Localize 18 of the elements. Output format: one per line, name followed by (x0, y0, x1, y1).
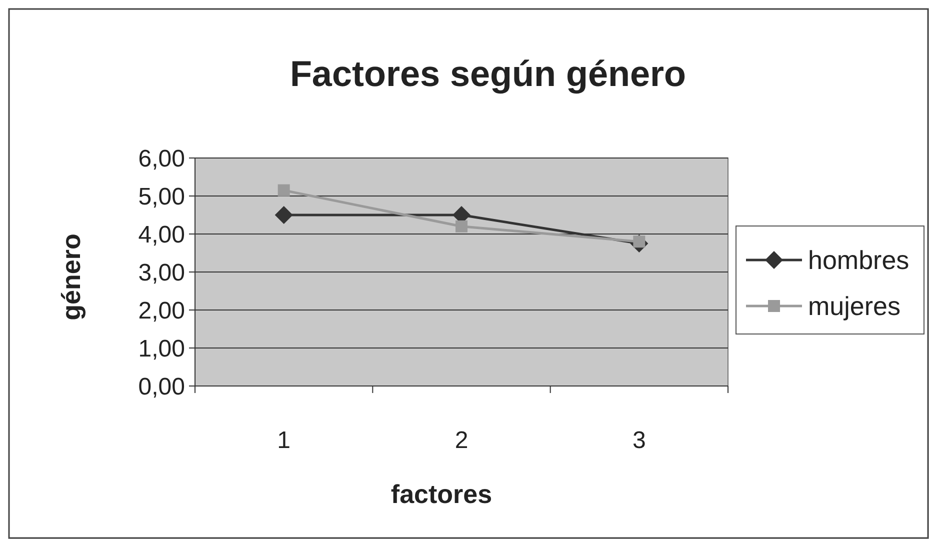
y-tick-label: 1,00 (138, 335, 185, 362)
y-axis-title: género (56, 234, 86, 320)
y-tick-label: 2,00 (138, 297, 185, 324)
x-tick-label: 2 (454, 427, 468, 454)
x-axis-title: factores (390, 479, 492, 509)
y-tick-label: 4,00 (138, 221, 185, 248)
chart-title: Factores según género (290, 53, 686, 94)
y-tick-label: 5,00 (138, 183, 185, 210)
legend-label: hombres (808, 245, 910, 276)
x-tick-label: 3 (632, 427, 646, 454)
x-tick-label: 1 (277, 427, 291, 454)
y-tick-label: 0,00 (138, 373, 185, 400)
point (278, 184, 290, 196)
point (456, 220, 468, 232)
y-tick-label: 3,00 (138, 259, 185, 286)
legend-label: mujeres (808, 291, 900, 322)
y-tick-label: 6,00 (138, 145, 185, 172)
point (274, 206, 293, 224)
